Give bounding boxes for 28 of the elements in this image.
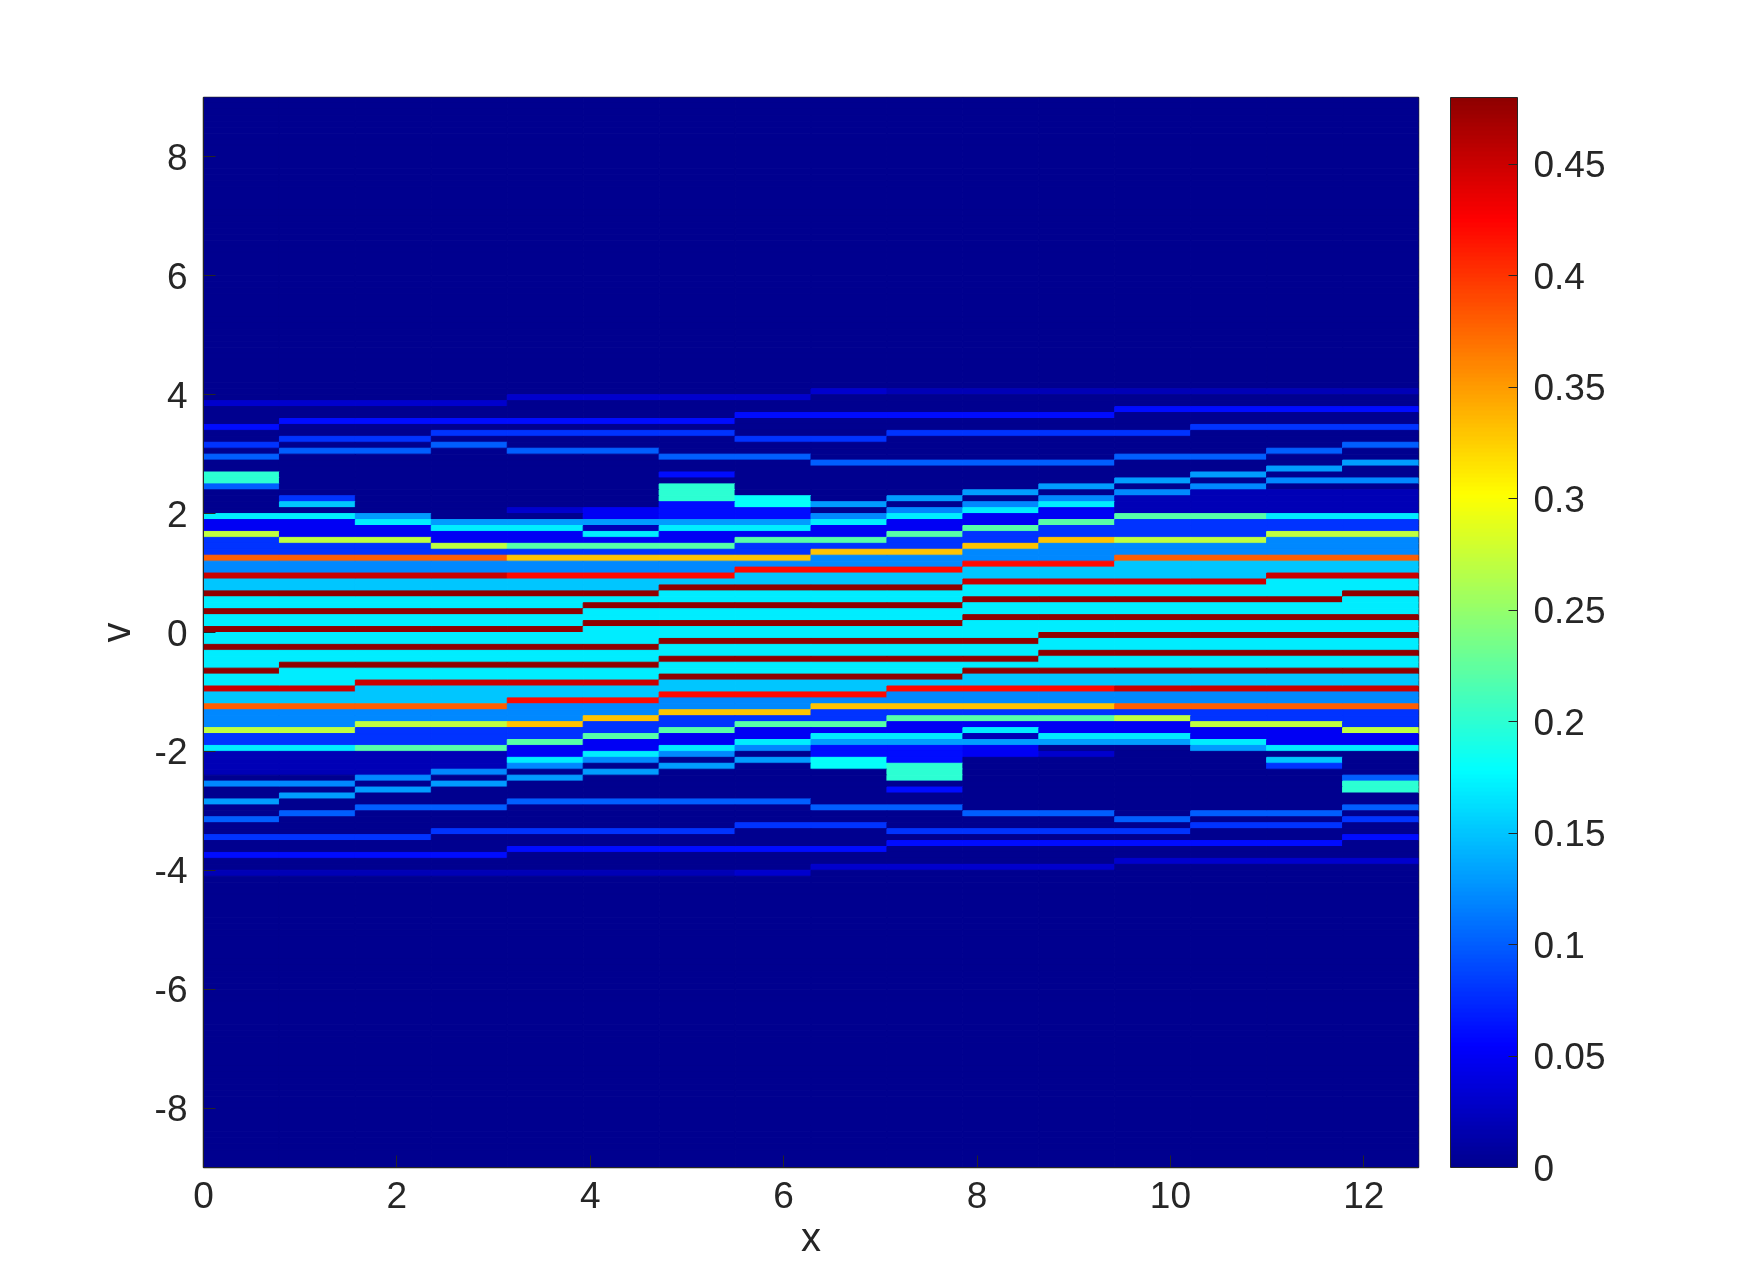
y-axis-title: v [93, 622, 138, 643]
y-tick-label: 4 [166, 374, 188, 416]
y-tick-label: -8 [154, 1088, 188, 1130]
x-tick-label: 10 [1149, 1174, 1191, 1216]
x-tick-label: 0 [193, 1174, 214, 1216]
y-tick-label: -6 [154, 969, 188, 1011]
color-bar-label: 0.45 [1533, 144, 1606, 186]
color-bar-label: 0.1 [1533, 924, 1585, 966]
y-tick-label: -2 [154, 731, 188, 773]
color-bar-label: 0 [1533, 1147, 1555, 1189]
color-bar-label: 0.3 [1533, 478, 1585, 520]
color-bar-label: 0.35 [1533, 367, 1606, 409]
x-axis-title: x [801, 1214, 821, 1259]
x-tick-label: 8 [966, 1174, 988, 1216]
y-tick-label: 2 [166, 493, 188, 535]
color-bar-label: 0.2 [1533, 701, 1585, 743]
y-tick-label: -4 [154, 850, 188, 892]
color-bar-label: 0.15 [1533, 813, 1606, 855]
x-tick-label: 12 [1343, 1174, 1385, 1216]
y-tick-label: 8 [166, 136, 188, 178]
color-bar-label: 0.25 [1533, 590, 1606, 632]
x-tick-label: 2 [386, 1174, 408, 1216]
y-tick-label: 6 [166, 255, 188, 297]
color-bar-label: 0.05 [1533, 1036, 1606, 1078]
x-tick-label: 6 [773, 1174, 794, 1216]
x-tick-label: 4 [579, 1174, 601, 1216]
color-bar-label: 0.4 [1533, 255, 1585, 297]
y-tick-label: 0 [166, 612, 188, 654]
